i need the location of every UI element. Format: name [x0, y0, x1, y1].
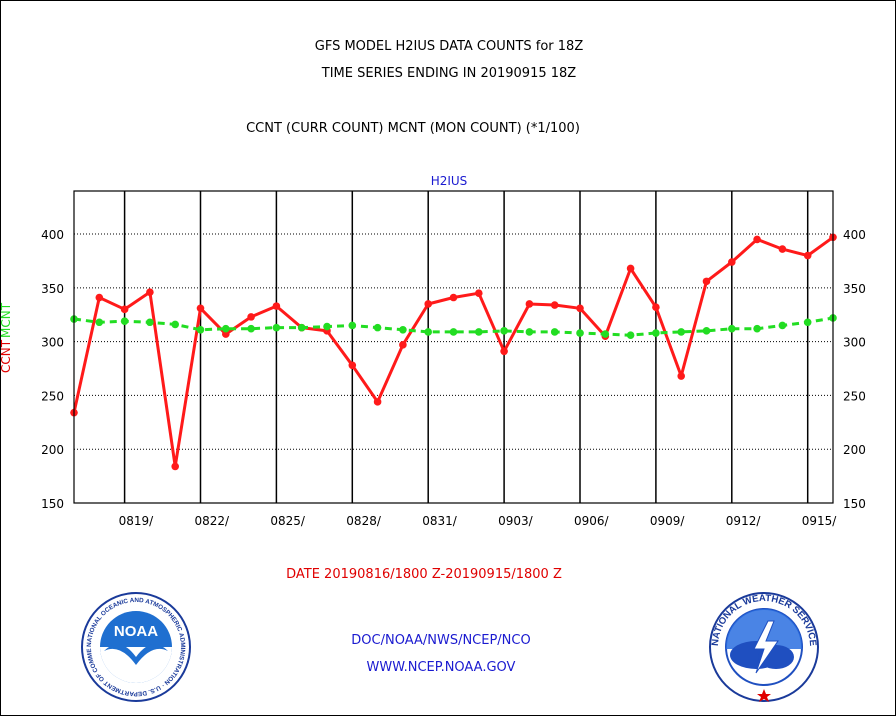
- data-point-ccnt: [576, 304, 584, 313]
- grid-layer: [74, 191, 833, 503]
- data-point-ccnt: [550, 301, 559, 309]
- x-tick-label: 0825/: [270, 514, 306, 528]
- data-point-mcnt: [601, 330, 610, 338]
- data-point-mcnt: [550, 328, 559, 336]
- data-point-mcnt: [500, 327, 508, 335]
- data-point-ccnt: [778, 245, 787, 253]
- y-tick-label-left: 150: [41, 497, 64, 511]
- y-tick-label-right: 150: [843, 497, 866, 511]
- data-point-mcnt: [702, 327, 711, 335]
- x-tick-label: 0909/: [650, 514, 686, 528]
- plot-frame: [73, 190, 834, 504]
- y-label-mcnt: MCNT: [0, 302, 13, 338]
- chart-title-line1: GFS MODEL H2IUS DATA COUNTS for 18Z: [314, 39, 584, 54]
- x-tick-label: 0906/: [574, 514, 610, 528]
- y-tick-label-right: 400: [843, 228, 866, 242]
- data-point-ccnt: [146, 288, 154, 296]
- chart-subtitle: CCNT (CURR COUNT) MCNT (MON COUNT) (*1/1…: [246, 121, 580, 136]
- y-tick-label-left: 300: [41, 336, 64, 350]
- footer-org: DOC/NOAA/NWS/NCEP/NCO: [351, 633, 531, 648]
- data-point-mcnt: [652, 329, 660, 337]
- nws-logo: NATIONAL WEATHER SERVICE: [709, 592, 819, 702]
- data-point-mcnt: [778, 321, 787, 330]
- data-point-ccnt: [702, 277, 711, 286]
- data-point-ccnt: [171, 462, 179, 471]
- x-tick-label: 0915/: [802, 514, 838, 528]
- data-point-ccnt: [348, 361, 357, 370]
- data-point-mcnt: [424, 328, 433, 336]
- y-label-ccnt: CCNT: [0, 339, 13, 373]
- data-point-mcnt: [677, 328, 685, 336]
- data-point-ccnt: [424, 300, 433, 308]
- x-tick-label: 0822/: [195, 514, 231, 528]
- data-point-ccnt: [196, 304, 205, 313]
- data-point-mcnt: [196, 325, 205, 334]
- data-point-ccnt: [475, 289, 483, 298]
- data-point-mcnt: [803, 318, 812, 327]
- data-point-mcnt: [626, 331, 635, 339]
- data-point-ccnt: [803, 251, 812, 260]
- data-point-mcnt: [297, 323, 306, 332]
- y-tick-label-right: 300: [843, 336, 866, 350]
- y-tick-label-left: 350: [41, 282, 64, 296]
- y-tick-label-left: 400: [41, 228, 64, 242]
- data-point-mcnt: [247, 324, 255, 333]
- data-point-mcnt: [449, 328, 458, 336]
- data-point-mcnt: [95, 318, 104, 327]
- x-tick-label: 0819/: [119, 514, 155, 528]
- noaa-logo-text: NOAA: [114, 623, 158, 640]
- data-point-ccnt: [728, 258, 736, 266]
- data-point-mcnt: [728, 324, 736, 333]
- data-point-mcnt: [146, 318, 154, 327]
- data-point-mcnt: [475, 328, 483, 336]
- x-tick-label: 0831/: [422, 514, 458, 528]
- data-point-ccnt: [272, 302, 281, 310]
- noaa-logo: NOAA NATIONAL OCEANIC AND ATMOSPHERIC AD…: [80, 591, 191, 702]
- data-point-ccnt: [247, 313, 255, 321]
- series-line-ccnt: [72, 236, 834, 468]
- footer-url: WWW.NCEP.NOAA.GOV: [366, 660, 516, 675]
- data-point-ccnt: [753, 235, 761, 244]
- y-tick-label-left: 250: [41, 389, 64, 403]
- data-point-ccnt: [449, 293, 458, 302]
- data-point-ccnt: [95, 293, 104, 302]
- chart-title-line2: TIME SERIES ENDING IN 20190915 18Z: [321, 66, 577, 81]
- data-point-mcnt: [222, 324, 230, 333]
- data-point-mcnt: [576, 329, 584, 337]
- data-point-mcnt: [373, 323, 382, 332]
- data-point-ccnt: [222, 330, 230, 338]
- data-point-mcnt: [348, 321, 357, 330]
- tick-label-layer: 150 150 200 200 250 250 300 300 350 350 400 400 0819…: [41, 228, 866, 528]
- y-tick-label-right: 250: [843, 389, 866, 403]
- data-point-mcnt: [120, 317, 129, 325]
- panel-title: H2IUS: [430, 174, 468, 188]
- data-point-ccnt: [677, 372, 685, 380]
- data-point-mcnt: [753, 324, 761, 333]
- data-point-mcnt: [525, 328, 534, 336]
- x-tick-label: 0903/: [498, 514, 534, 528]
- y-tick-label-right: 200: [843, 443, 866, 457]
- data-point-mcnt: [272, 323, 281, 332]
- series-layer: [70, 233, 837, 471]
- data-point-mcnt: [323, 322, 331, 331]
- data-point-ccnt: [500, 347, 508, 356]
- data-point-ccnt: [525, 300, 534, 308]
- data-point-ccnt: [399, 341, 407, 349]
- data-point-mcnt: [171, 320, 179, 329]
- x-tick-label: 0828/: [346, 514, 382, 528]
- data-point-mcnt: [399, 325, 407, 334]
- y-tick-label-left: 200: [41, 443, 64, 457]
- data-point-ccnt: [652, 303, 660, 311]
- y-tick-label-right: 350: [843, 282, 866, 296]
- data-point-ccnt: [373, 398, 382, 406]
- data-point-ccnt: [120, 305, 129, 314]
- date-range: DATE 20190816/1800 Z-20190915/1800 Z: [286, 567, 562, 582]
- x-tick-label: 0912/: [726, 514, 762, 528]
- data-point-ccnt: [626, 264, 635, 273]
